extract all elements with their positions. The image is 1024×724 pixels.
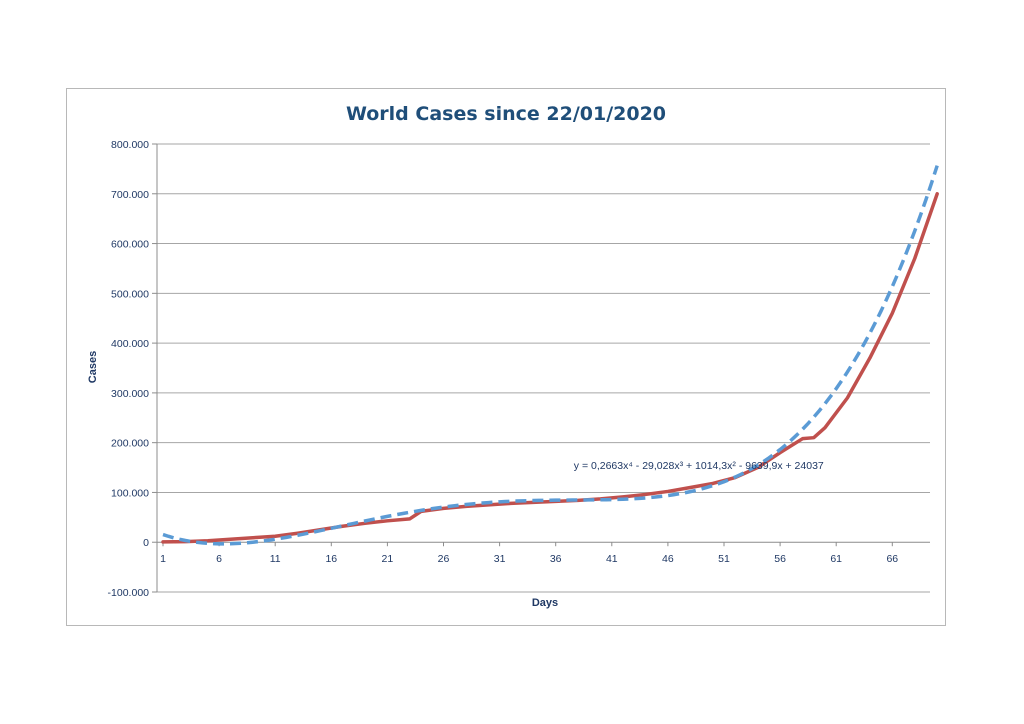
series-lines xyxy=(161,165,939,546)
x-tick-label: 31 xyxy=(494,553,506,565)
x-tick-label: 66 xyxy=(886,553,898,565)
axes: -100.000 0 100.000 200.000 300.000 400.000 500… xyxy=(108,139,930,599)
x-tick-label: 51 xyxy=(718,553,730,565)
x-tick-label: 6 xyxy=(216,553,222,565)
x-tick-label: 11 xyxy=(270,553,281,565)
y-tick-label: 200.000 xyxy=(111,438,149,450)
x-tick-label: 21 xyxy=(382,553,394,565)
x-tick-label: 46 xyxy=(662,553,674,565)
y-tick-label: -100.000 xyxy=(108,587,150,599)
y-tick-label: 100.000 xyxy=(111,487,149,499)
x-tick-label: 56 xyxy=(774,553,786,565)
trendline-equation: y = 0,2663x⁴ - 29,028x³ + 1014,3x² - 963… xyxy=(574,460,824,472)
x-tick-label: 61 xyxy=(830,553,842,565)
x-axis-title: Days xyxy=(532,597,558,609)
x-tick-label: 36 xyxy=(550,553,562,565)
y-tick-label: 400.000 xyxy=(111,338,149,350)
x-tick-label: 26 xyxy=(438,553,450,565)
series-line-cases xyxy=(161,192,939,544)
chart-frame xyxy=(66,88,946,626)
y-axis-title: Cases xyxy=(87,351,99,383)
x-tick-label: 16 xyxy=(325,553,337,565)
chart-title: World Cases since 22/01/2020 xyxy=(346,103,666,125)
y-tick-label: 500.000 xyxy=(111,288,149,300)
y-tick-label: 700.000 xyxy=(111,189,149,201)
y-tick-label: 0 xyxy=(143,537,149,549)
x-tick-label: 1 xyxy=(160,553,166,565)
y-tick-label: 600.000 xyxy=(111,239,149,251)
y-tick-label: 300.000 xyxy=(111,388,149,400)
trendline-poly xyxy=(162,165,939,546)
y-tick-label: 800.000 xyxy=(111,139,149,151)
x-tick-label: 41 xyxy=(606,553,618,565)
grid-lines xyxy=(157,143,930,593)
